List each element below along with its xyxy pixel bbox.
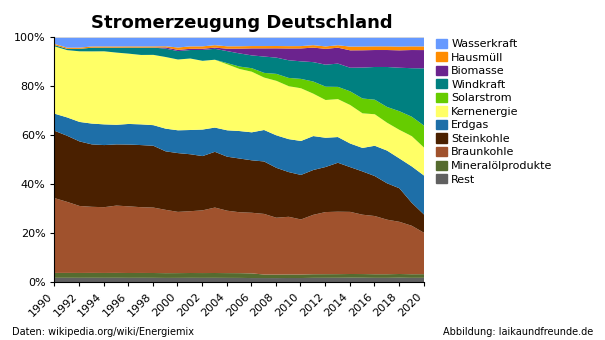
Legend: Wasserkraft, Hausmüll, Biomasse, Windkraft, Solarstrom, Kernenergie, Erdgas, Ste: Wasserkraft, Hausmüll, Biomasse, Windkra… bbox=[434, 37, 554, 186]
Text: Daten: wikipedia.org/wiki/Energiemix: Daten: wikipedia.org/wiki/Energiemix bbox=[12, 327, 194, 337]
Text: Abbildung: laikaundfreunde.de: Abbildung: laikaundfreunde.de bbox=[443, 327, 593, 337]
Text: Stromerzeugung Deutschland: Stromerzeugung Deutschland bbox=[91, 14, 393, 32]
